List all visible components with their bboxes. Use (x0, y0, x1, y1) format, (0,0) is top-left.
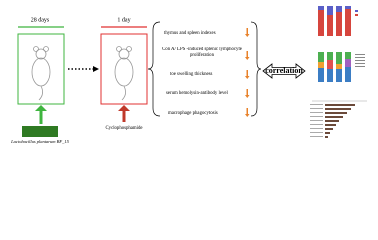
bacteria-image (22, 126, 58, 137)
thumbnail-chart (318, 52, 365, 82)
arrow-head (118, 105, 130, 111)
arrow-head (35, 105, 47, 111)
brace (250, 21, 262, 117)
indicator: macrophage phagocytosis (168, 111, 218, 116)
brace (147, 21, 161, 117)
indicator: serum hemolysin-antibody level (166, 91, 228, 96)
group-box (17, 33, 65, 105)
down-arrows (245, 28, 250, 117)
indicator-wrap: Con A/ LPS -induced splenic lymphocyte p… (162, 47, 242, 58)
indicator: thymus and spleen indexes (164, 31, 216, 36)
indicator-list: thymus and spleen indexes Con A/ LPS -in… (162, 31, 242, 116)
link-label: correlation (265, 66, 303, 75)
double-arrow (262, 63, 306, 79)
agent: Lactobacillus plantarum BF_15 (10, 139, 69, 144)
graphical-abstract: 28 days Lactobacillus plantarum BF_15 1 … (10, 6, 367, 144)
thumbnail-chart (310, 100, 367, 138)
arrow-head (93, 66, 99, 72)
mouse-icon (31, 46, 51, 101)
duration: 28 days (31, 17, 50, 23)
duration: 1 day (117, 17, 130, 23)
indicator: Con A/ LPS -induced splenic lymphocyte p… (162, 47, 242, 58)
group-box (100, 33, 148, 105)
thumbnail-chart (318, 6, 358, 36)
indicator: toe swelling thickness (170, 72, 212, 77)
mouse-icon (114, 46, 134, 101)
agent: Cyclophosphamide (105, 126, 142, 131)
